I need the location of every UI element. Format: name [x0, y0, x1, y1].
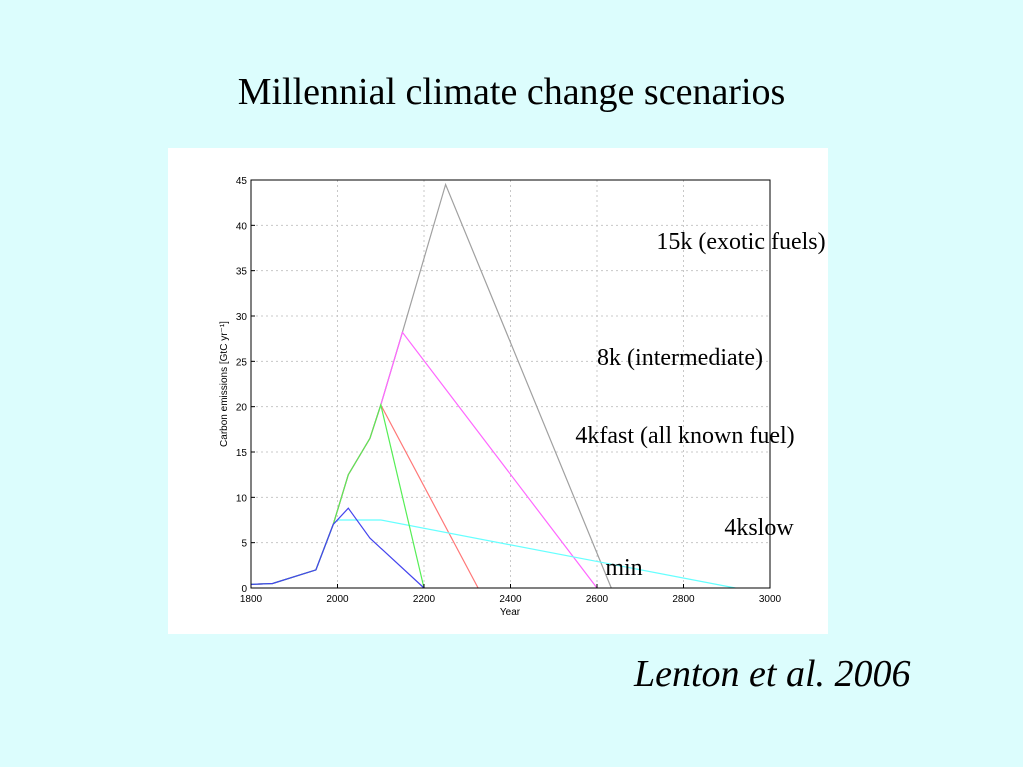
x-axis-title: Year	[500, 607, 521, 618]
series-layer	[250, 182, 736, 589]
tick-layer: 1800 2000 2200 2400 2600 2800 3000 0 5 10 15 20 25 30…	[236, 176, 782, 605]
annotation-label: 15k (exotic fuels)	[656, 229, 825, 255]
y-tick-label: 35	[236, 267, 248, 278]
slide-title: Millennial climate change scenarios	[237, 71, 786, 113]
y-tick-label: 5	[241, 539, 247, 550]
y-tick-label: 40	[236, 221, 248, 232]
citation: Lenton et al. 2006	[634, 653, 911, 695]
y-tick-label: 30	[236, 312, 248, 323]
series-line-15k-exotic-fuels	[250, 182, 612, 589]
annotation-label: 8k (intermediate)	[597, 345, 763, 371]
x-tick-label: 2200	[413, 594, 436, 605]
y-tick-label: 15	[236, 448, 248, 459]
y-tick-label: 45	[236, 176, 248, 187]
annotation-label: 4kfast (all known fuel)	[575, 423, 794, 449]
y-tick-label: 10	[236, 493, 248, 504]
x-tick-label: 2400	[499, 594, 522, 605]
series-line-min	[250, 507, 425, 589]
chart-panel: 1800 2000 2200 2400 2600 2800 3000 0 5 10 15 20 25 30…	[168, 148, 828, 634]
grid-layer	[251, 180, 770, 588]
y-tick-label: 20	[236, 403, 248, 414]
annotation-label: min	[605, 555, 642, 581]
x-tick-label: 1800	[240, 594, 263, 605]
emissions-chart: 1800 2000 2200 2400 2600 2800 3000 0 5 10 15 20 25 30…	[219, 176, 826, 618]
x-tick-label: 2600	[586, 594, 609, 605]
y-tick-label: 25	[236, 357, 248, 368]
x-tick-label: 2800	[672, 594, 695, 605]
series-line-4kfast-all-known-fuel	[250, 403, 479, 589]
y-tick-label: 0	[241, 584, 247, 595]
annotation-layer: 15k (exotic fuels) 8k (intermediate) 4kfas…	[575, 229, 825, 581]
y-axis-title: Carbon emissions [GtC yr⁻¹]	[219, 321, 230, 447]
series-line-4kslow	[250, 519, 736, 589]
annotation-label: 4kslow	[724, 515, 794, 541]
x-tick-label: 2000	[326, 594, 349, 605]
x-tick-label: 3000	[759, 594, 782, 605]
